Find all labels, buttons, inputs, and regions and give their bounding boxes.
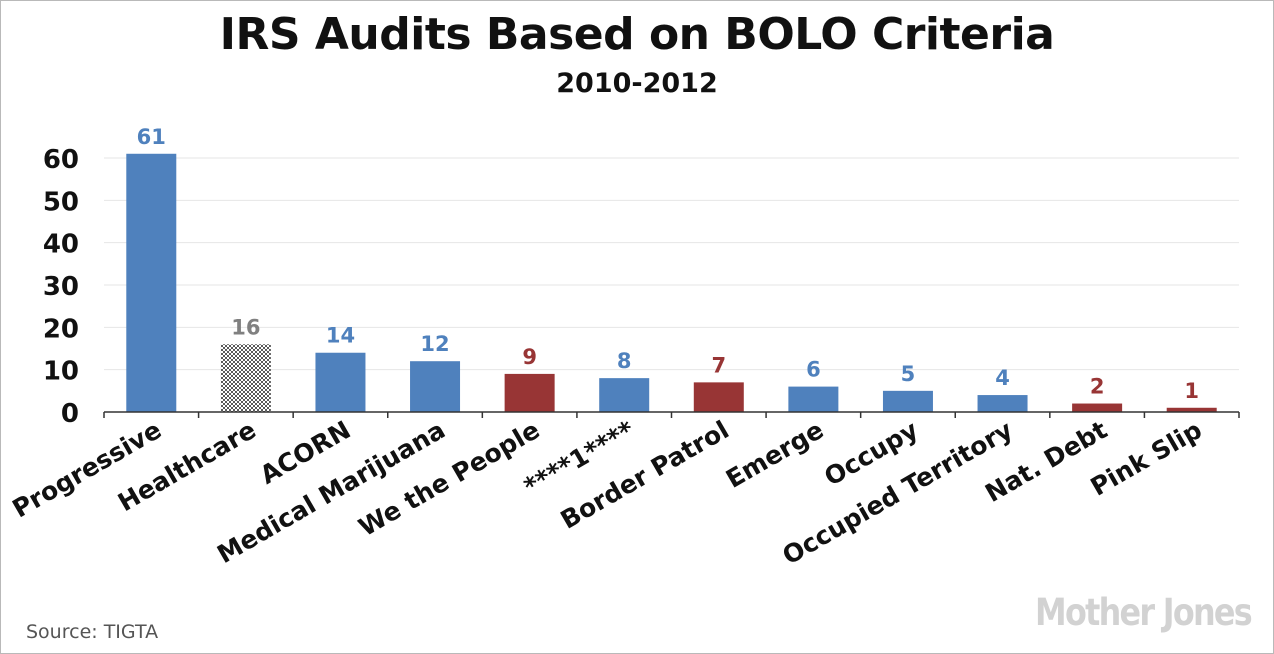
y-tick-label: 0 [61,399,79,429]
chart-title: IRS Audits Based on BOLO Criteria [219,9,1055,60]
y-tick-label: 20 [43,314,79,344]
chart-subtitle: 2010-2012 [556,68,718,99]
bar [220,344,271,412]
category-label: Emerge [721,415,828,494]
value-label: 12 [420,332,449,356]
value-label: 1 [1184,379,1199,403]
bars [126,153,1217,412]
value-label: 4 [995,366,1010,390]
value-label: 61 [137,125,166,149]
bar [1166,407,1217,412]
category-label: Border Patrol [556,415,734,535]
y-tick-label: 30 [43,272,79,302]
value-label: 6 [806,358,821,382]
bar [1072,403,1123,412]
gridlines [104,157,1239,371]
x-axis [103,411,1240,418]
bar [315,352,366,412]
y-axis-tick-labels: 0 10 20 30 40 50 60 [43,145,79,429]
y-tick-label: 50 [43,187,79,217]
bar [599,378,650,412]
bar [788,386,839,412]
y-tick-label: 10 [43,357,79,387]
mother-jones-logo: Mother Jones [1035,591,1253,634]
value-label: 2 [1090,375,1105,399]
value-label: 7 [711,353,726,377]
value-label: 5 [901,362,916,386]
bar [693,382,744,412]
bar [977,395,1028,412]
y-tick-label: 60 [43,145,79,175]
bar [882,390,933,412]
value-label: 16 [231,315,260,339]
value-label: 8 [617,349,632,373]
bar [504,373,555,412]
bar [410,361,461,412]
y-tick-label: 40 [43,230,79,260]
bar [126,153,177,412]
value-label: 9 [522,345,537,369]
value-label: 14 [326,324,355,348]
value-labels: 61 16 14 12 9 8 7 6 5 4 2 1 [137,125,1199,403]
source-note: Source: TIGTA [26,621,159,643]
